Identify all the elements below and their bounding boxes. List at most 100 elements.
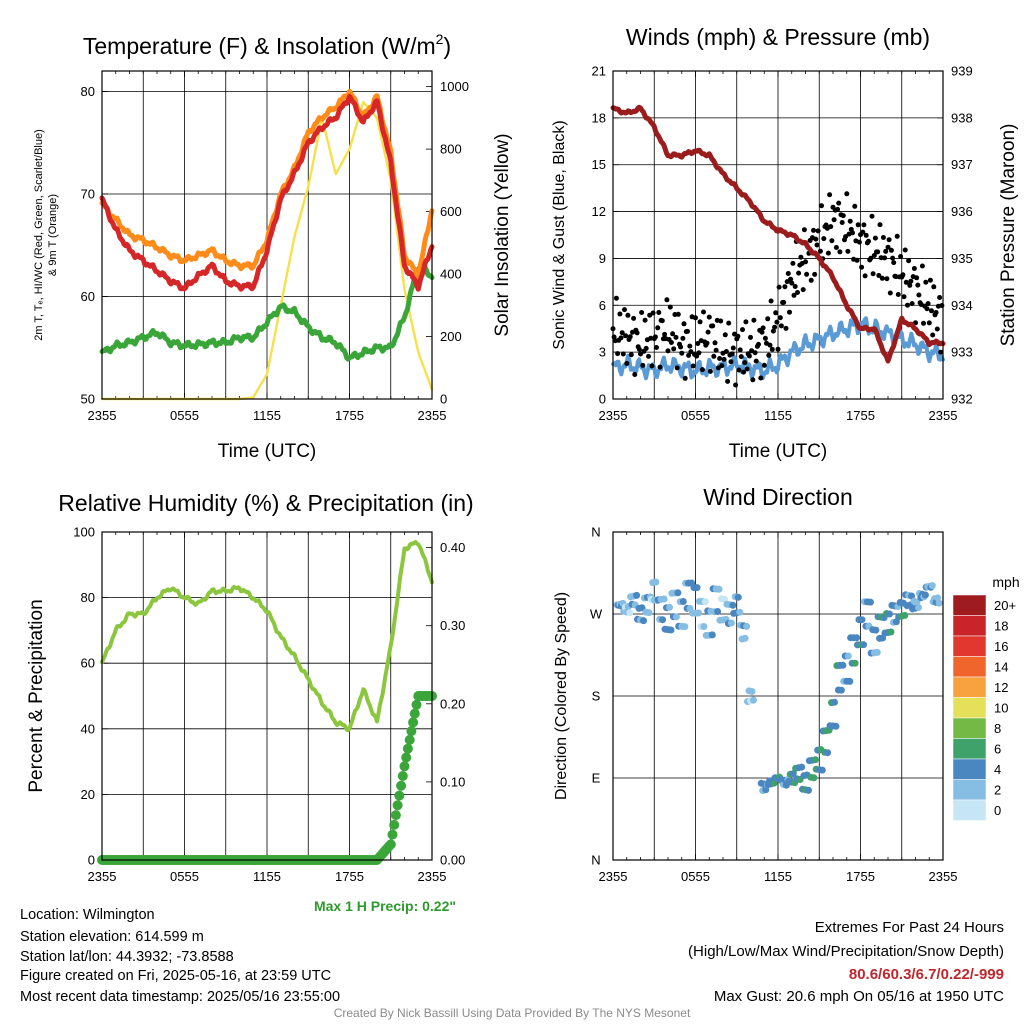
gust-point <box>657 364 663 370</box>
gust-point <box>819 203 824 209</box>
colorbar-label: 18 <box>994 619 1008 634</box>
gust-point <box>777 315 783 321</box>
winds-y-tick-label: 6 <box>599 298 606 313</box>
colorbar-label: 14 <box>994 660 1008 675</box>
colorbar-label: 2 <box>994 783 1001 798</box>
gust-point <box>844 191 850 197</box>
gust-point <box>929 308 934 314</box>
gust-point <box>776 284 782 290</box>
humidity-x-tick-label: 0555 <box>170 869 199 884</box>
gust-point <box>707 368 713 374</box>
precip-point <box>394 790 405 801</box>
direction-y-tick-label: N <box>591 525 600 540</box>
gust-point <box>787 309 792 315</box>
colorbar-label: 20+ <box>994 598 1016 613</box>
gust-point <box>861 222 867 228</box>
direction-x-tick-label: 2355 <box>929 869 958 884</box>
gust-point <box>903 279 909 285</box>
gust-point <box>743 319 749 325</box>
direction-x-tick-label: 1155 <box>764 869 792 884</box>
gust-point <box>642 317 648 323</box>
gust-point <box>911 266 917 271</box>
gust-point <box>632 372 638 377</box>
humidity-ylabel-left: Percent & Precipitation <box>26 599 47 792</box>
gust-point <box>930 332 936 338</box>
gust-point <box>721 356 727 362</box>
gust-point <box>671 346 677 352</box>
gust-point <box>778 323 784 329</box>
gust-point <box>905 302 910 308</box>
winds-x-tick-label: 2355 <box>929 408 958 423</box>
direction-point <box>873 648 881 656</box>
humidity-plot: 2355 0555 1155 1755 23550204060801000.000.10… <box>73 525 465 885</box>
humidity-y2-tick-label: 0.10 <box>440 774 465 789</box>
direction-point <box>846 677 854 685</box>
precip-point <box>390 810 401 821</box>
gust-point <box>839 220 845 225</box>
gust-point <box>773 310 779 316</box>
gust-point <box>915 282 921 288</box>
precip-point <box>387 829 398 840</box>
humidity-y-tick-label: 20 <box>81 787 95 802</box>
gust-point <box>646 353 651 359</box>
gust-point <box>798 254 804 260</box>
gust-point <box>933 310 939 315</box>
direction-point <box>858 616 866 624</box>
gust-point <box>704 340 710 346</box>
direction-point <box>872 626 880 634</box>
gust-point <box>613 295 619 301</box>
direction-point <box>693 584 701 592</box>
direction-point <box>866 598 874 606</box>
extremes-title: Extremes For Past 24 Hours <box>814 919 1004 936</box>
gust-point <box>673 334 679 340</box>
direction-point <box>674 589 682 597</box>
gust-point <box>752 350 758 356</box>
gust-point <box>729 351 735 357</box>
temperature-frame <box>101 70 433 400</box>
direction-point <box>839 661 847 669</box>
wind-direction-panel: Wind Direction Direction (Colored By Spe… <box>553 484 1020 884</box>
gust-point <box>801 227 807 233</box>
colorbar-label: 0 <box>994 803 1001 818</box>
humidity-precip-panel: Relative Humidity (%) & Precipitation (i… <box>26 490 474 914</box>
direction-point <box>901 611 909 619</box>
winds-plot: 2355 0555 1155 1755 235503691215182193293393… <box>592 64 973 424</box>
gust-point <box>760 325 766 331</box>
gust-point <box>680 335 686 341</box>
colorbar-swatch <box>952 738 987 760</box>
gust-point <box>926 320 932 326</box>
gust-point <box>706 314 712 320</box>
direction-point <box>633 591 641 599</box>
gust-point <box>856 239 862 245</box>
direction-point <box>887 628 895 636</box>
humidity-frame <box>101 531 433 861</box>
gust-point <box>937 295 943 300</box>
gust-point <box>821 236 827 242</box>
gust-point <box>902 247 908 253</box>
gust-point <box>643 345 649 351</box>
gust-point <box>866 238 871 244</box>
gust-point <box>713 347 719 353</box>
direction-point <box>750 696 757 704</box>
precip-point <box>396 780 407 791</box>
gust-point <box>829 238 835 244</box>
gust-point <box>654 345 659 350</box>
gust-point <box>796 270 802 276</box>
humidity-x-tick-label: 1155 <box>253 869 281 884</box>
precip-point <box>401 752 412 763</box>
temperature-panel: Temperature (F) & Insolation (W/m2) 2m T… <box>33 31 513 462</box>
winds-y-tick-label: 0 <box>599 392 606 407</box>
gust-point <box>898 254 904 259</box>
direction-point <box>921 591 929 599</box>
direction-point <box>770 779 778 787</box>
gust-point <box>871 253 877 258</box>
gust-point <box>622 307 627 313</box>
gust-point <box>907 282 913 288</box>
precip-point <box>408 717 419 728</box>
precip-point <box>409 708 420 719</box>
extremes-values: 80.6/60.3/6.7/0.22/-999 <box>848 966 1004 983</box>
direction-y-tick-label: N <box>591 853 600 868</box>
winds-y-tick-label: 3 <box>599 345 606 360</box>
gust-point <box>628 352 634 358</box>
direction-point <box>708 631 716 639</box>
